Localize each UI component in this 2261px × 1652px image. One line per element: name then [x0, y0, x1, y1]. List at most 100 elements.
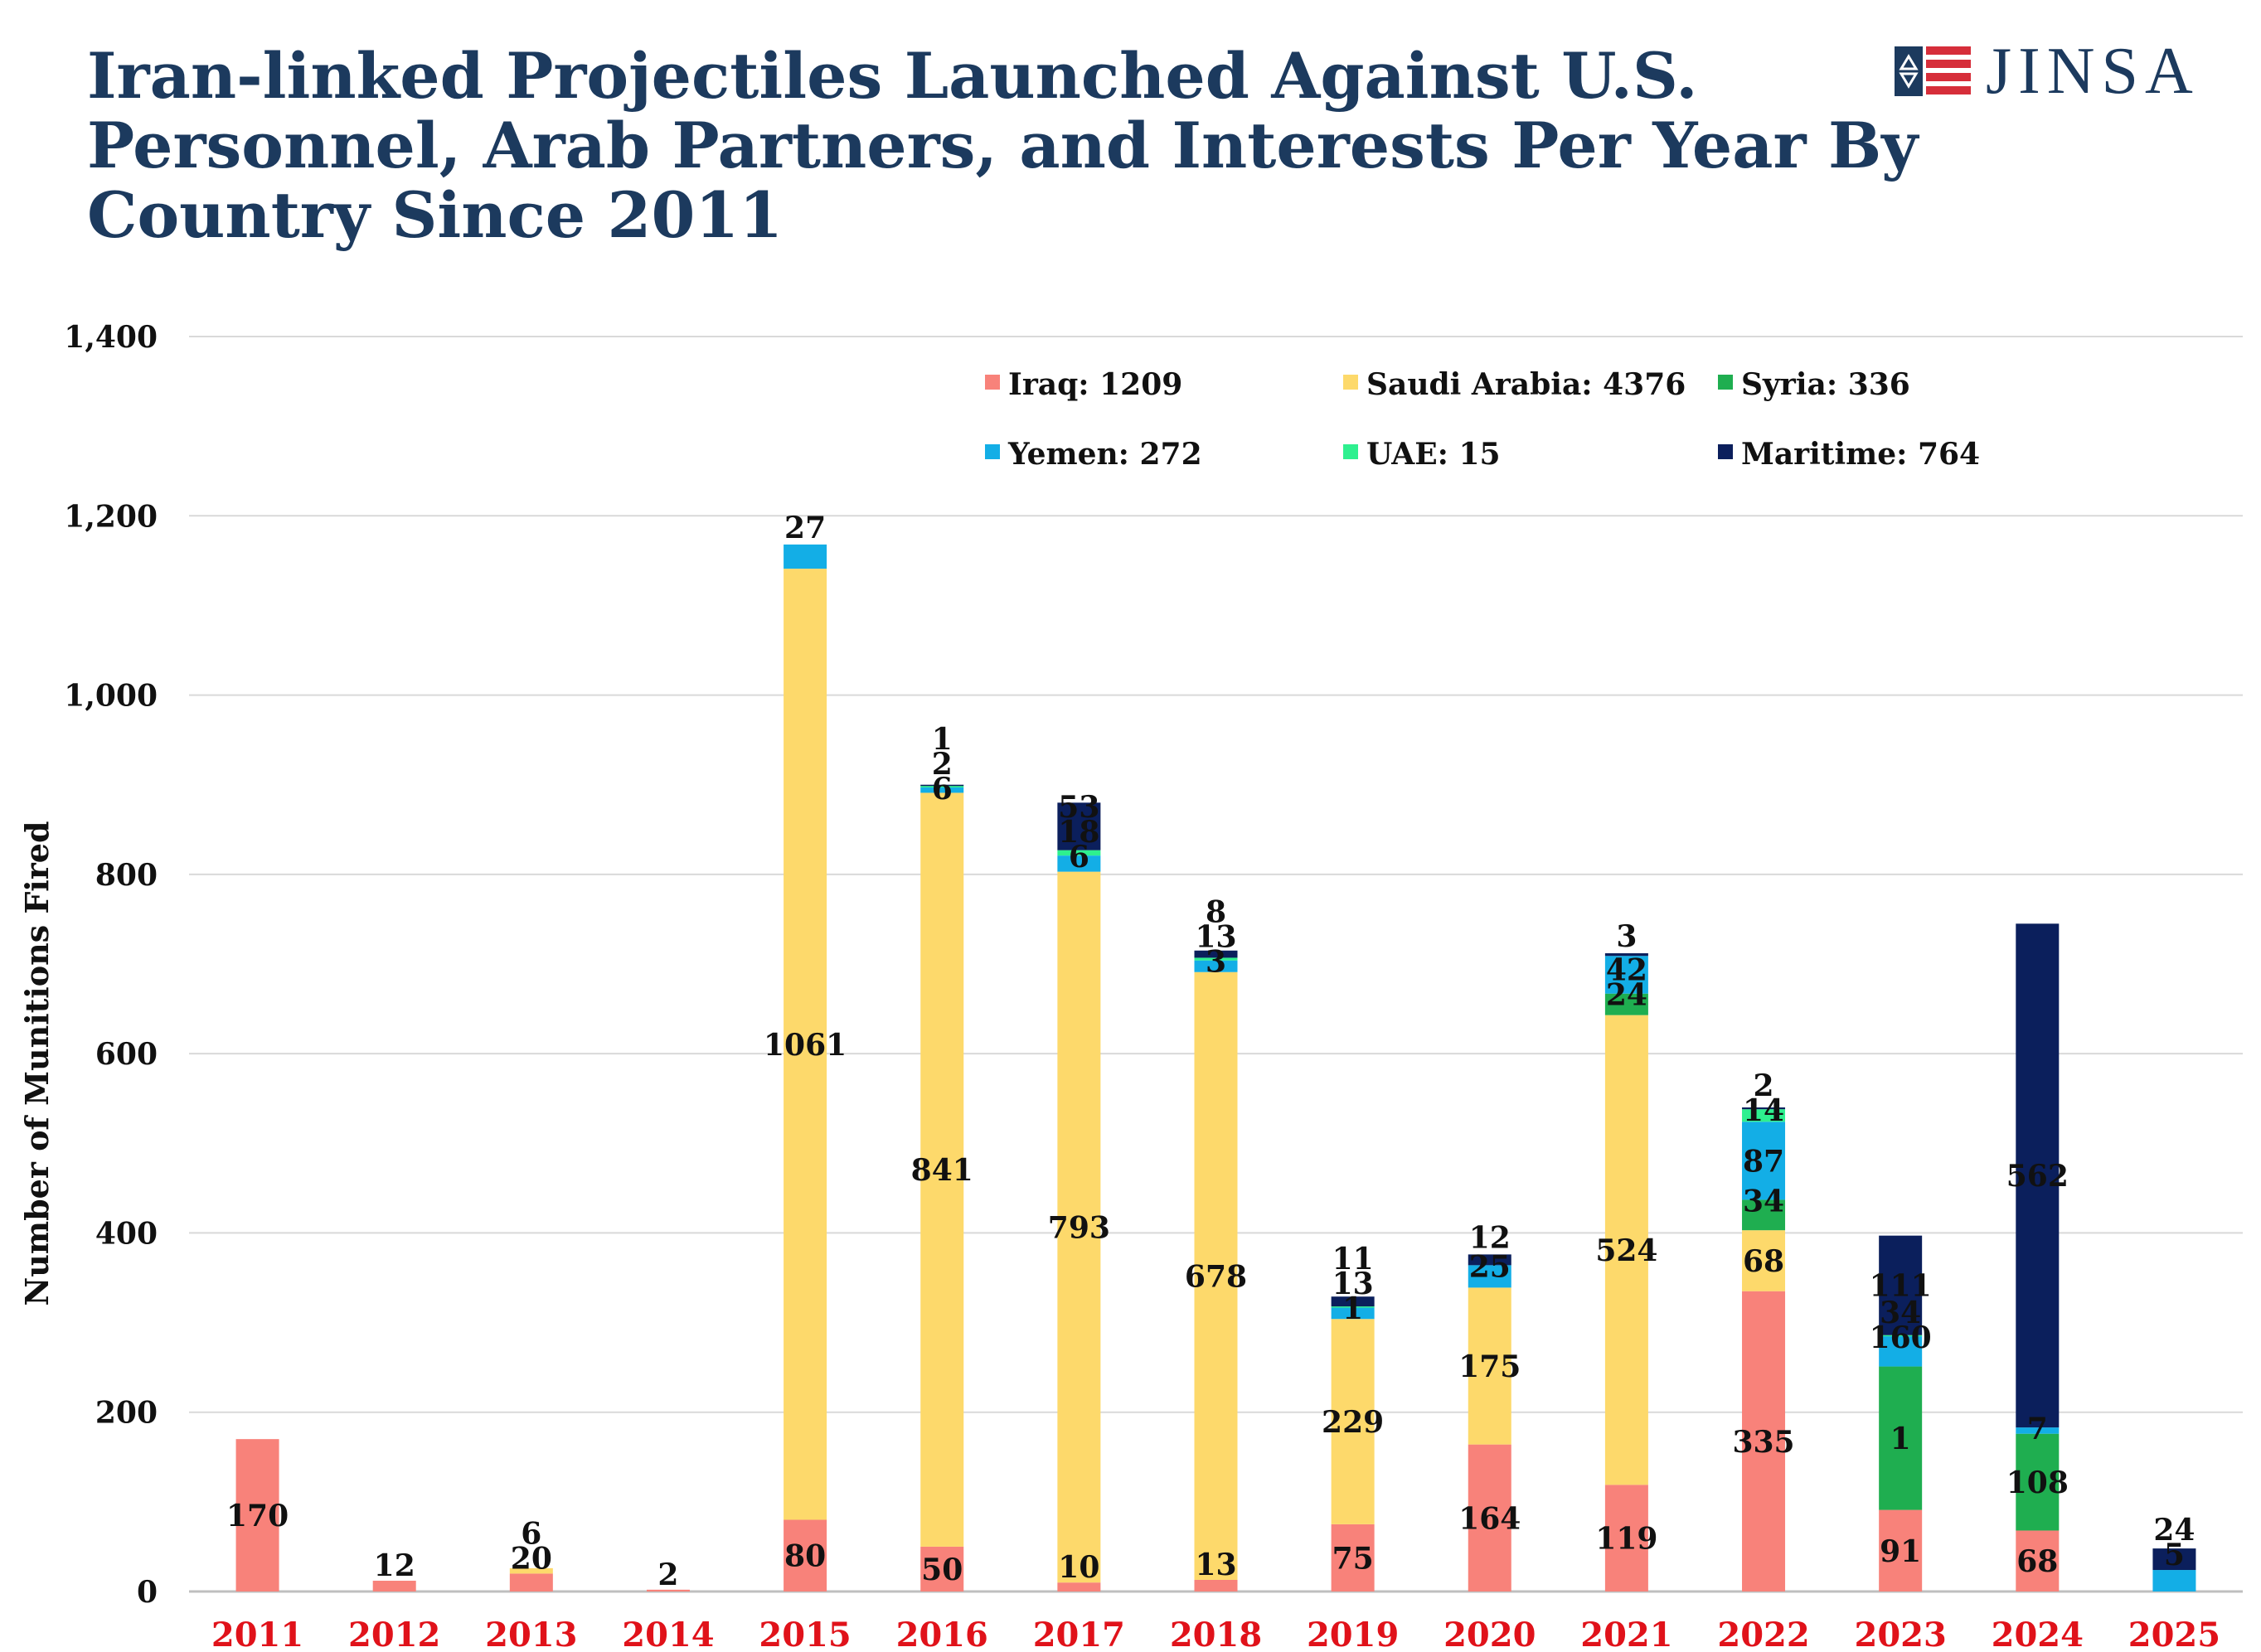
data-label: 793	[1048, 1210, 1110, 1245]
bar-segment	[2016, 1427, 2060, 1434]
bar-segment	[784, 1519, 827, 1591]
bar-segment	[2016, 1433, 2060, 1531]
legend-swatch	[1343, 375, 1358, 390]
bar-segment	[1468, 1444, 1511, 1591]
data-label: 229	[1322, 1405, 1384, 1440]
legend-label: Syria: 336	[1741, 367, 1910, 402]
star-of-david-flag-icon	[1895, 46, 1971, 96]
legend-swatch	[1718, 444, 1733, 459]
bar-segment	[1742, 1122, 1786, 1200]
data-label: 2	[932, 747, 953, 782]
data-label: 1	[932, 722, 953, 757]
data-label: 10	[1058, 1550, 1099, 1585]
x-tick-label: 2015	[759, 1616, 851, 1652]
x-tick-label: 2024	[1992, 1616, 2084, 1652]
data-label: 5	[2164, 1538, 2185, 1572]
data-label: 20	[511, 1541, 552, 1576]
bar-segment	[235, 1439, 279, 1591]
bar-segment	[920, 785, 964, 787]
data-label: 8	[1206, 895, 1226, 930]
bar-segment	[2016, 923, 2060, 1428]
data-label: 160	[1870, 1320, 1932, 1355]
bar-segment	[1879, 1335, 1923, 1337]
data-label: 24	[2153, 1513, 2195, 1548]
data-label: 11	[1332, 1242, 1374, 1277]
data-label: 75	[1332, 1541, 1374, 1576]
data-label: 678	[1185, 1259, 1247, 1294]
bar-segment	[2016, 1530, 2060, 1591]
bar-segment	[1879, 1235, 1923, 1335]
bar-segment	[1604, 993, 1648, 1015]
data-label: 164	[1458, 1501, 1521, 1536]
bar-segment	[1057, 871, 1101, 1583]
bar-segment	[1194, 957, 1238, 961]
y-tick-label: 1,000	[64, 679, 158, 714]
data-label: 68	[2016, 1544, 2058, 1579]
x-tick-label: 2023	[1855, 1616, 1947, 1652]
data-label: 175	[1458, 1349, 1521, 1384]
data-label: 87	[1743, 1144, 1784, 1179]
bar-segment	[1194, 960, 1238, 972]
bar-segment	[784, 544, 827, 569]
data-label: 1061	[764, 1028, 847, 1063]
y-tick-label: 200	[95, 1396, 158, 1431]
data-label: 2	[657, 1558, 678, 1592]
x-tick-label: 2022	[1717, 1616, 1809, 1652]
data-label: 80	[784, 1539, 826, 1574]
data-label: 2	[1754, 1068, 1774, 1103]
x-tick-label: 2016	[896, 1616, 988, 1652]
bar-segment	[1604, 1485, 1648, 1591]
bar-segment	[1057, 855, 1101, 872]
data-label: 562	[2006, 1159, 2069, 1194]
bar-segment	[2152, 1548, 2196, 1571]
data-label: 50	[921, 1553, 963, 1587]
bar-segment	[1057, 1582, 1101, 1591]
y-axis-title: Number of Munitions Fired	[18, 821, 56, 1306]
data-label: 1	[1342, 1291, 1363, 1326]
bar-segment	[1604, 953, 1648, 957]
data-label: 13	[1195, 920, 1236, 955]
legend-swatch	[1718, 375, 1733, 390]
bar-segment	[1468, 1254, 1511, 1266]
bar-segment	[1331, 1524, 1375, 1591]
data-label: 53	[1058, 790, 1099, 825]
bar-segment	[1331, 1296, 1375, 1307]
data-label: 3	[1206, 945, 1226, 980]
data-label: 841	[911, 1153, 973, 1188]
data-label: 6	[932, 772, 953, 807]
y-tick-label: 400	[95, 1216, 158, 1251]
bar-segment	[1742, 1291, 1786, 1591]
bar-segment	[1331, 1319, 1375, 1524]
data-label: 1	[1890, 1422, 1911, 1456]
x-tick-label: 2020	[1443, 1616, 1536, 1652]
y-tick-label: 0	[137, 1575, 158, 1610]
data-label: 34	[1880, 1296, 1921, 1330]
chart-title: Iran-linked Projectiles Launched Against…	[87, 39, 1919, 252]
x-tick-label: 2014	[622, 1616, 714, 1652]
bar-segment	[1604, 956, 1648, 994]
data-label: 170	[226, 1499, 289, 1533]
data-label: 13	[1332, 1267, 1374, 1301]
legend-label: Maritime: 764	[1741, 437, 1980, 472]
x-tick-label: 2012	[348, 1616, 440, 1652]
bar-segment	[372, 1581, 416, 1591]
x-tick-label: 2021	[1580, 1616, 1672, 1652]
bar-segment	[509, 1567, 553, 1574]
data-label: 34	[1743, 1184, 1784, 1218]
data-label: 3	[1616, 919, 1637, 954]
data-label: 18	[1058, 815, 1099, 850]
bar-segment	[1194, 950, 1238, 958]
bar-segment	[1879, 1335, 1923, 1367]
legend-label: UAE: 15	[1366, 437, 1501, 472]
bar-segment	[1194, 971, 1238, 1580]
data-label: 524	[1595, 1233, 1657, 1268]
legend-swatch	[1343, 444, 1358, 459]
bar-segment	[1879, 1509, 1923, 1591]
x-tick-label: 2018	[1170, 1616, 1262, 1652]
y-tick-label: 600	[95, 1037, 158, 1072]
x-tick-label: 2019	[1307, 1616, 1399, 1652]
bar-segment	[1742, 1199, 1786, 1231]
bar-segment	[920, 787, 964, 793]
